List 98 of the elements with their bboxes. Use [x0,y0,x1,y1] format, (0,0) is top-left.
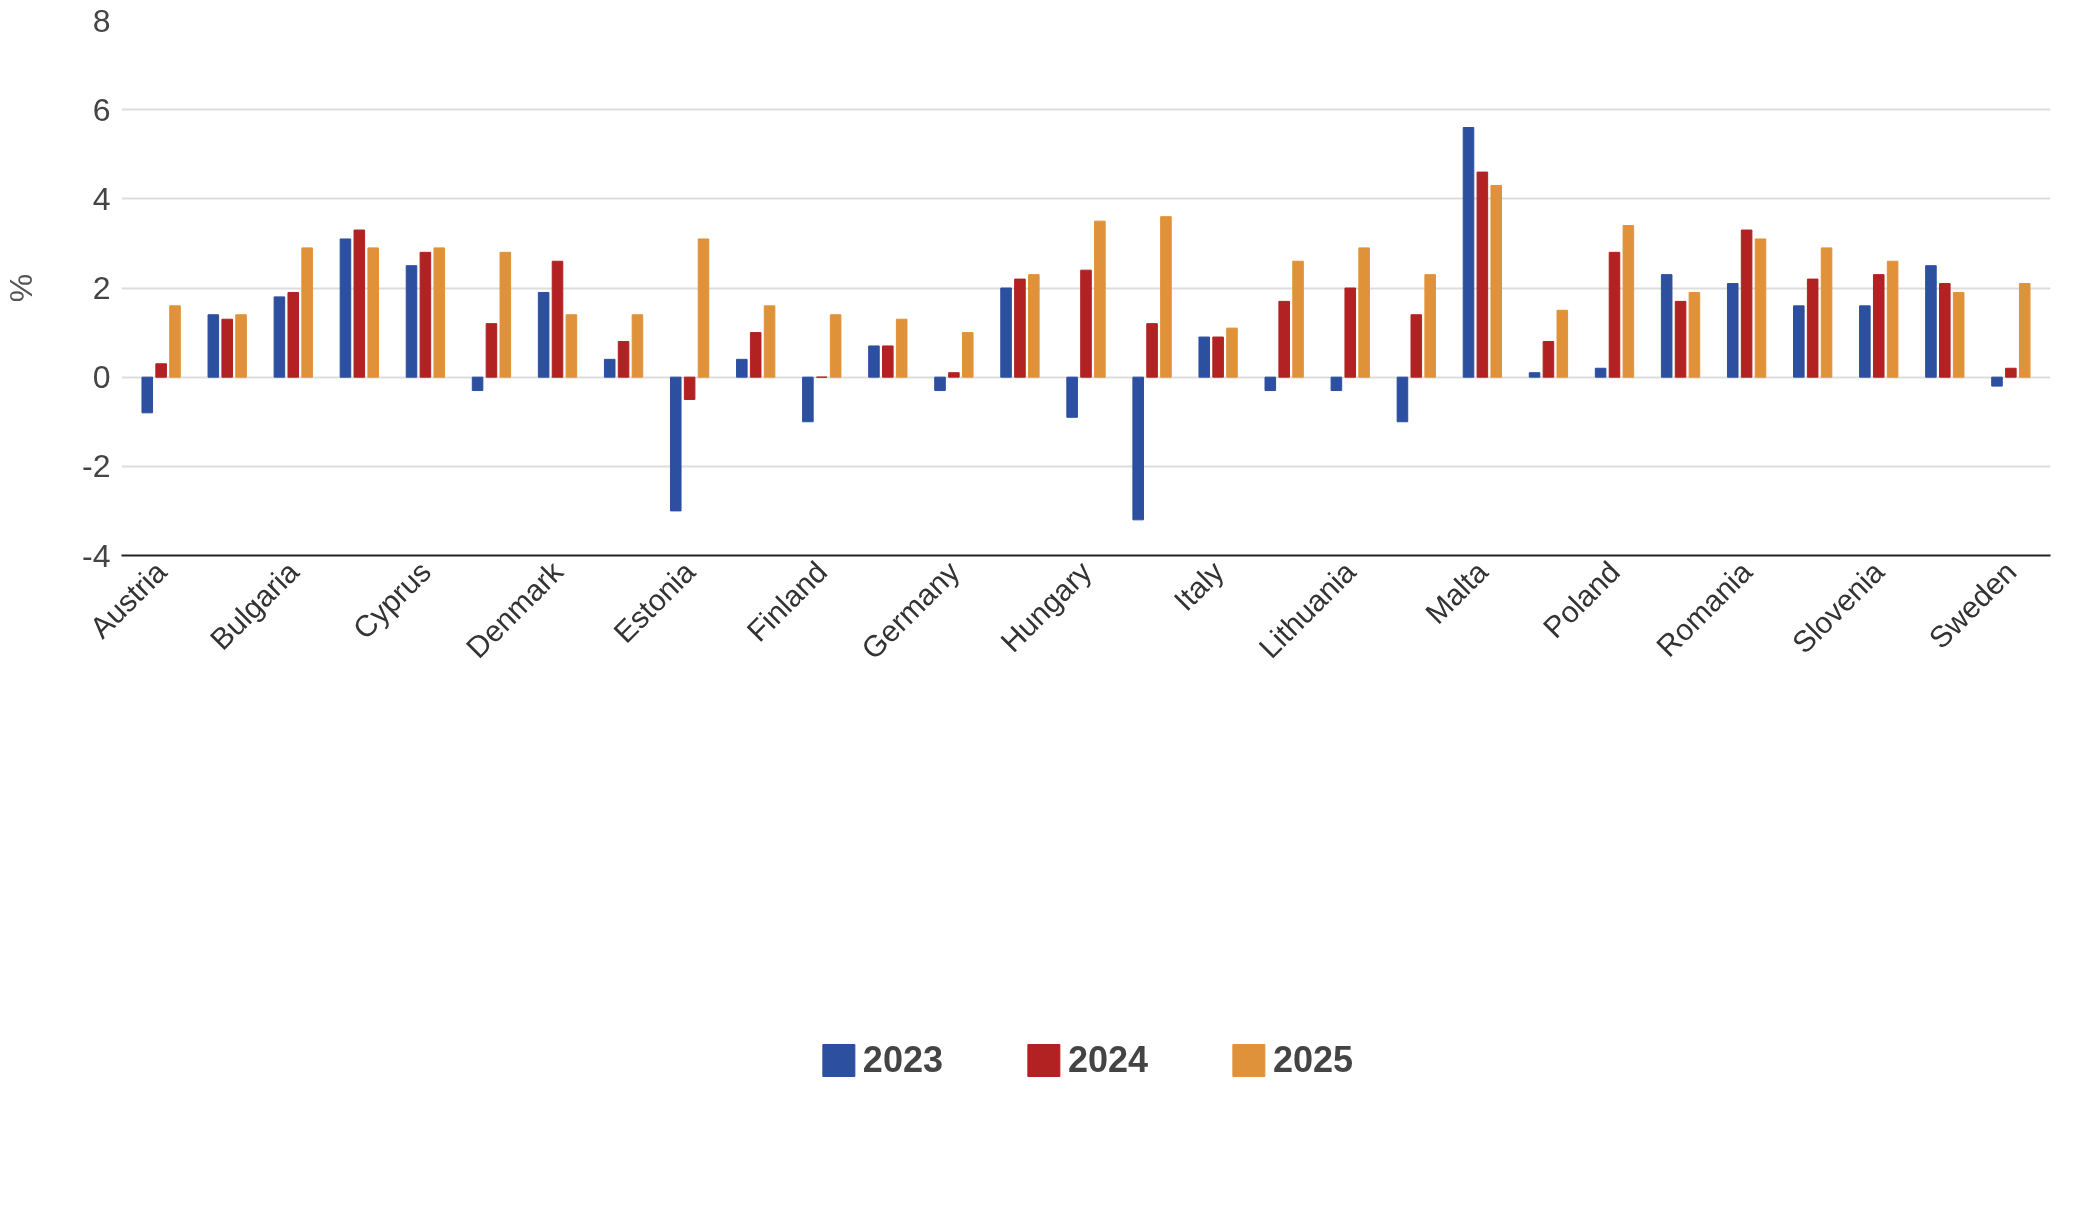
bar [419,251,432,378]
y-axis-title: % [3,273,40,303]
bar [1952,291,1965,378]
bar [485,323,498,378]
bar [763,305,776,378]
bar [301,247,313,378]
bar [287,291,300,378]
bar [1160,216,1172,378]
bar [697,238,710,378]
bar [1330,376,1343,392]
bar [1726,283,1739,378]
y-tick-label: 4 [92,180,111,217]
bar [1476,171,1489,378]
bar [2018,283,2031,378]
bar [934,376,946,392]
y-tick-label: -2 [82,448,111,485]
bar [551,260,564,378]
bar [1622,225,1635,378]
bar [1806,278,1819,378]
bar [736,358,748,378]
bar [1820,247,1833,378]
bar [1674,300,1687,378]
bar [617,341,630,378]
legend-label: 2023 [862,1038,943,1081]
bar [1594,367,1607,378]
bar [1872,274,1885,378]
bar [1066,376,1078,418]
bar [405,265,418,378]
bar [1542,341,1555,378]
bar [141,376,154,414]
bar [749,332,762,378]
bar [433,247,446,378]
bar [961,332,974,378]
bar [1793,305,1805,378]
bar [1094,220,1106,378]
bar [1410,314,1423,378]
bar [1146,323,1158,378]
y-tick-label: 2 [92,270,111,306]
bar [221,318,233,378]
bar [1292,260,1304,378]
y-tick-label: 8 [92,2,111,39]
bar [169,305,181,378]
bar [895,318,908,378]
bar [1226,327,1238,378]
bar [1000,287,1012,378]
bar [1212,336,1224,378]
y-tick-label: 0 [92,359,111,396]
bar [565,314,578,378]
bar [1528,372,1541,378]
bar [1991,376,2003,387]
bar [1859,305,1871,378]
bar [882,345,894,378]
bar [1556,309,1569,378]
bar [1028,274,1040,378]
bar [273,296,286,378]
bar [353,229,366,378]
bar [669,376,682,512]
bar [2005,367,2017,378]
bar [1939,283,1951,378]
bar [868,345,880,378]
bar [1278,300,1290,378]
x-tick-label: Italy [1167,554,1230,618]
y-tick-label: -4 [82,537,111,574]
bar [1264,376,1277,392]
bar [1424,274,1436,378]
bar [1608,251,1621,378]
bar [1080,269,1092,378]
bar [802,376,814,423]
bar [1740,229,1753,378]
bar [631,314,644,378]
bar [1344,287,1357,378]
bar [1014,278,1026,378]
y-tick-label: 6 [92,91,111,128]
bar [1660,274,1673,378]
bar [1886,260,1899,378]
bar [1358,247,1370,378]
bar [1688,291,1701,378]
bar [829,314,842,378]
bar [1490,184,1503,378]
bar [339,238,352,378]
bar [1754,238,1767,378]
bar [1198,336,1211,378]
bar [1132,376,1144,521]
legend-label: 2024 [1067,1038,1149,1081]
bar [499,251,512,378]
bar [207,314,220,378]
bar [1925,265,1937,378]
bar [603,358,616,378]
bar [1462,127,1475,378]
bar [683,376,696,400]
legend-label: 2025 [1273,1038,1354,1081]
bar [235,314,247,378]
bar [1396,376,1409,423]
bar [367,247,379,378]
bar [537,291,550,378]
bar [471,376,484,392]
bar [948,372,960,378]
bar [155,363,167,378]
